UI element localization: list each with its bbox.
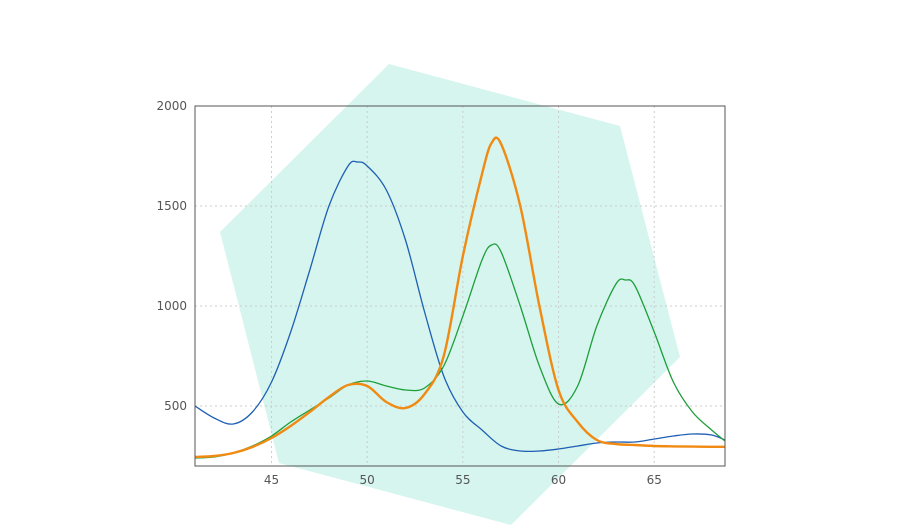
y-tick-label: 1000 [156,299,187,313]
series-line-orange [194,136,726,459]
series-line-green [194,243,726,459]
plot-frame [194,105,726,467]
series-layer [194,136,726,459]
series-line-blue [194,160,726,453]
x-tick-label: 55 [455,473,470,487]
y-tick-label: 1500 [156,199,187,213]
y-tick-label: 2000 [156,99,187,113]
x-tick-label: 50 [360,473,375,487]
x-tick-label: 60 [551,473,566,487]
background-hexagon [220,64,680,525]
x-tick-label: 65 [647,473,662,487]
x-axis-ticks: 45 50 55 60 65 [264,473,662,487]
y-axis-ticks: 500 1000 1500 2000 [156,99,187,413]
x-tick-label: 45 [264,473,279,487]
y-tick-label: 500 [164,399,187,413]
